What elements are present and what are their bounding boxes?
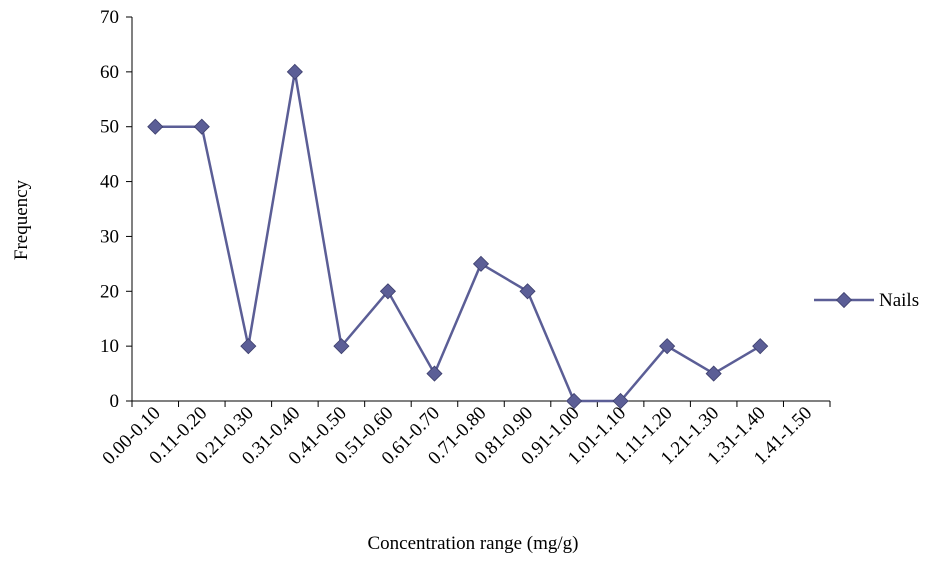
data-point xyxy=(426,365,443,382)
data-point xyxy=(286,63,303,80)
y-tick-label: 40 xyxy=(100,172,119,193)
data-point xyxy=(333,338,350,355)
data-point xyxy=(752,338,769,355)
y-axis: 0 10 20 30 40 50 60 70 xyxy=(100,7,133,412)
legend: Nails xyxy=(814,290,919,311)
data-point xyxy=(519,283,536,300)
y-tick-label: 70 xyxy=(100,7,119,28)
legend-marker xyxy=(835,291,853,309)
data-point xyxy=(147,118,164,135)
x-axis: 0.00-0.100.11-0.200.21-0.300.31-0.400.41… xyxy=(98,400,831,469)
y-tick-label: 30 xyxy=(100,226,119,247)
y-tick-label: 20 xyxy=(100,281,119,302)
data-point xyxy=(566,392,583,410)
y-tick-label: 10 xyxy=(100,336,119,357)
data-point xyxy=(472,255,490,272)
data-point xyxy=(240,338,257,355)
x-axis-title: Concentration range (mg/g) xyxy=(367,533,578,554)
y-axis-title: Frequency xyxy=(11,179,32,260)
data-point xyxy=(379,283,396,300)
series-layer xyxy=(147,63,769,410)
data-point xyxy=(659,338,676,355)
legend-label-nails: Nails xyxy=(879,290,919,311)
y-tick-label: 0 xyxy=(110,391,120,412)
y-tick-label: 50 xyxy=(100,117,119,138)
data-point xyxy=(193,118,210,135)
data-point xyxy=(612,392,629,410)
series-line-nails xyxy=(155,71,761,403)
data-point xyxy=(705,365,722,382)
y-tick-label: 60 xyxy=(100,62,119,83)
